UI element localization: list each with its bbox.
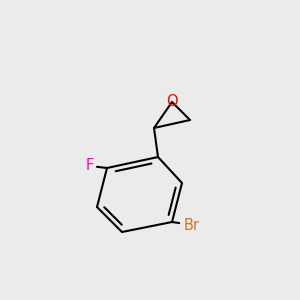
Text: F: F [86, 158, 94, 173]
Text: Br: Br [184, 218, 200, 232]
Text: O: O [166, 94, 178, 110]
